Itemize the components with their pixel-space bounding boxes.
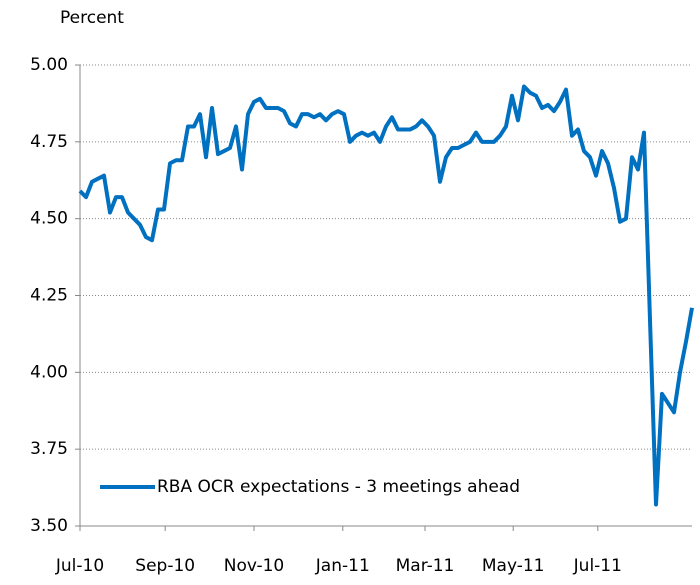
x-tick-label: Jul-11 xyxy=(573,556,622,576)
y-tick-label: 4.50 xyxy=(30,209,68,229)
x-tick-label: Sep-10 xyxy=(135,556,195,576)
y-tick-label: 5.00 xyxy=(30,55,68,75)
y-tick-label: 4.25 xyxy=(30,286,68,306)
y-tick-label: 4.00 xyxy=(30,362,68,382)
y-tick-label: 3.50 xyxy=(30,516,68,536)
line-series xyxy=(78,84,694,507)
x-tick-label: Jul-10 xyxy=(55,556,104,576)
x-tick-label: Mar-11 xyxy=(396,556,455,576)
x-tick-label: Jan-11 xyxy=(315,556,370,576)
y-tick-label: 4.75 xyxy=(30,132,68,152)
y-axis-label: Percent xyxy=(60,8,124,28)
x-tick-label: May-11 xyxy=(482,556,545,576)
legend-label: RBA OCR expectations - 3 meetings ahead xyxy=(157,477,520,497)
legend-bg xyxy=(96,474,636,500)
y-tick-label: 3.75 xyxy=(30,439,68,459)
x-tick-label: Nov-10 xyxy=(224,556,285,576)
